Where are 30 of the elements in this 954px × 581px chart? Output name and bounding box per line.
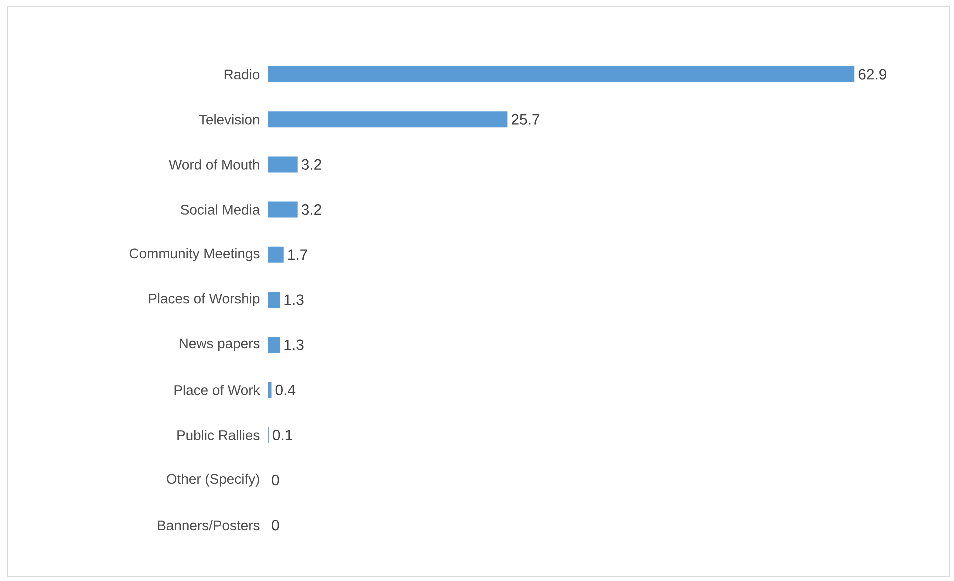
y-tick-label: Banners/Posters [158,520,260,531]
y-tick-label: Places of Worship [149,293,260,306]
y-tick-label: Social Media [181,204,260,215]
y-tick-label: News papers [180,338,260,352]
data-label: 3.2 [302,159,322,170]
y-tick-label: Radio [224,69,260,80]
data-label: 0 [272,475,280,486]
data-label: 1.3 [284,294,304,306]
bar [268,202,298,218]
data-label: 62.9 [858,69,887,80]
data-label: 0.4 [276,384,296,396]
y-tick-label: Public Rallies [178,430,260,440]
bar [268,112,508,128]
bar [268,382,272,398]
data-label: 1.3 [284,340,304,350]
data-label: 3.2 [302,204,322,216]
bar [268,66,855,83]
bar [268,337,280,354]
bar [268,246,284,263]
y-tick-label: Community Meetings [130,248,260,262]
y-tick-label: Television [199,114,260,125]
data-label: 0.1 [273,430,292,441]
bar [268,156,298,173]
y-tick-label: Place of Work [174,385,260,396]
bar [268,292,280,308]
y-tick-label: Other (Specify) [167,474,260,487]
data-label: 25.7 [512,114,540,125]
y-tick-label: Word of Mouth [169,160,260,170]
data-label: 1.7 [288,250,308,260]
data-label: 0 [272,520,280,531]
